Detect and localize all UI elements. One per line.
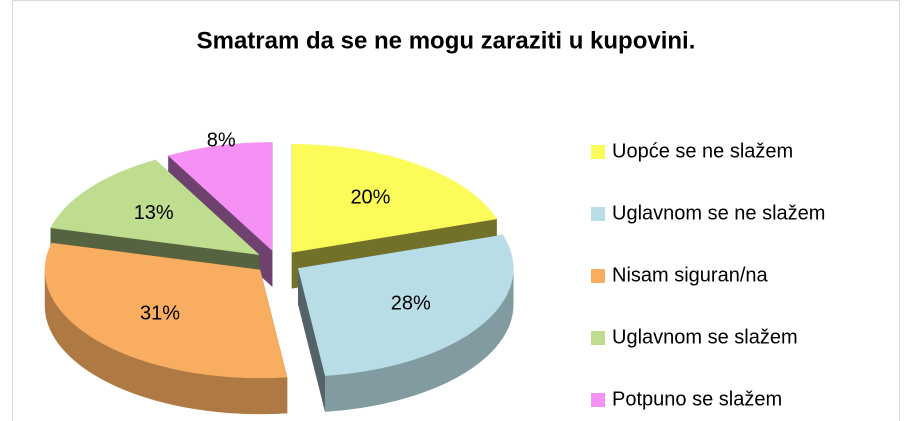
legend-label: Nisam siguran/na xyxy=(612,264,769,286)
legend-label: Uglavnom se ne slažem xyxy=(612,202,825,224)
data-label: 20% xyxy=(350,186,390,208)
slice xyxy=(167,142,273,251)
legend-label: Uopće se ne slažem xyxy=(612,140,793,162)
legend-swatch xyxy=(591,269,605,283)
slice xyxy=(44,242,288,379)
slice xyxy=(50,159,260,255)
data-label: 31% xyxy=(140,302,180,324)
legend-swatch xyxy=(591,331,605,345)
legend-label: Potpuno se slažem xyxy=(612,388,782,410)
data-label: 8% xyxy=(207,129,236,151)
slice xyxy=(297,234,514,376)
data-label: 13% xyxy=(134,202,174,224)
slice xyxy=(291,144,498,253)
legend-swatch xyxy=(591,145,605,159)
legend-swatch xyxy=(591,207,605,221)
legend-swatch xyxy=(591,393,605,407)
data-label: 28% xyxy=(391,293,431,315)
legend-label: Uglavnom se slažem xyxy=(612,326,798,348)
chart-title: Smatram da se ne mogu zaraziti u kupovin… xyxy=(197,27,696,54)
